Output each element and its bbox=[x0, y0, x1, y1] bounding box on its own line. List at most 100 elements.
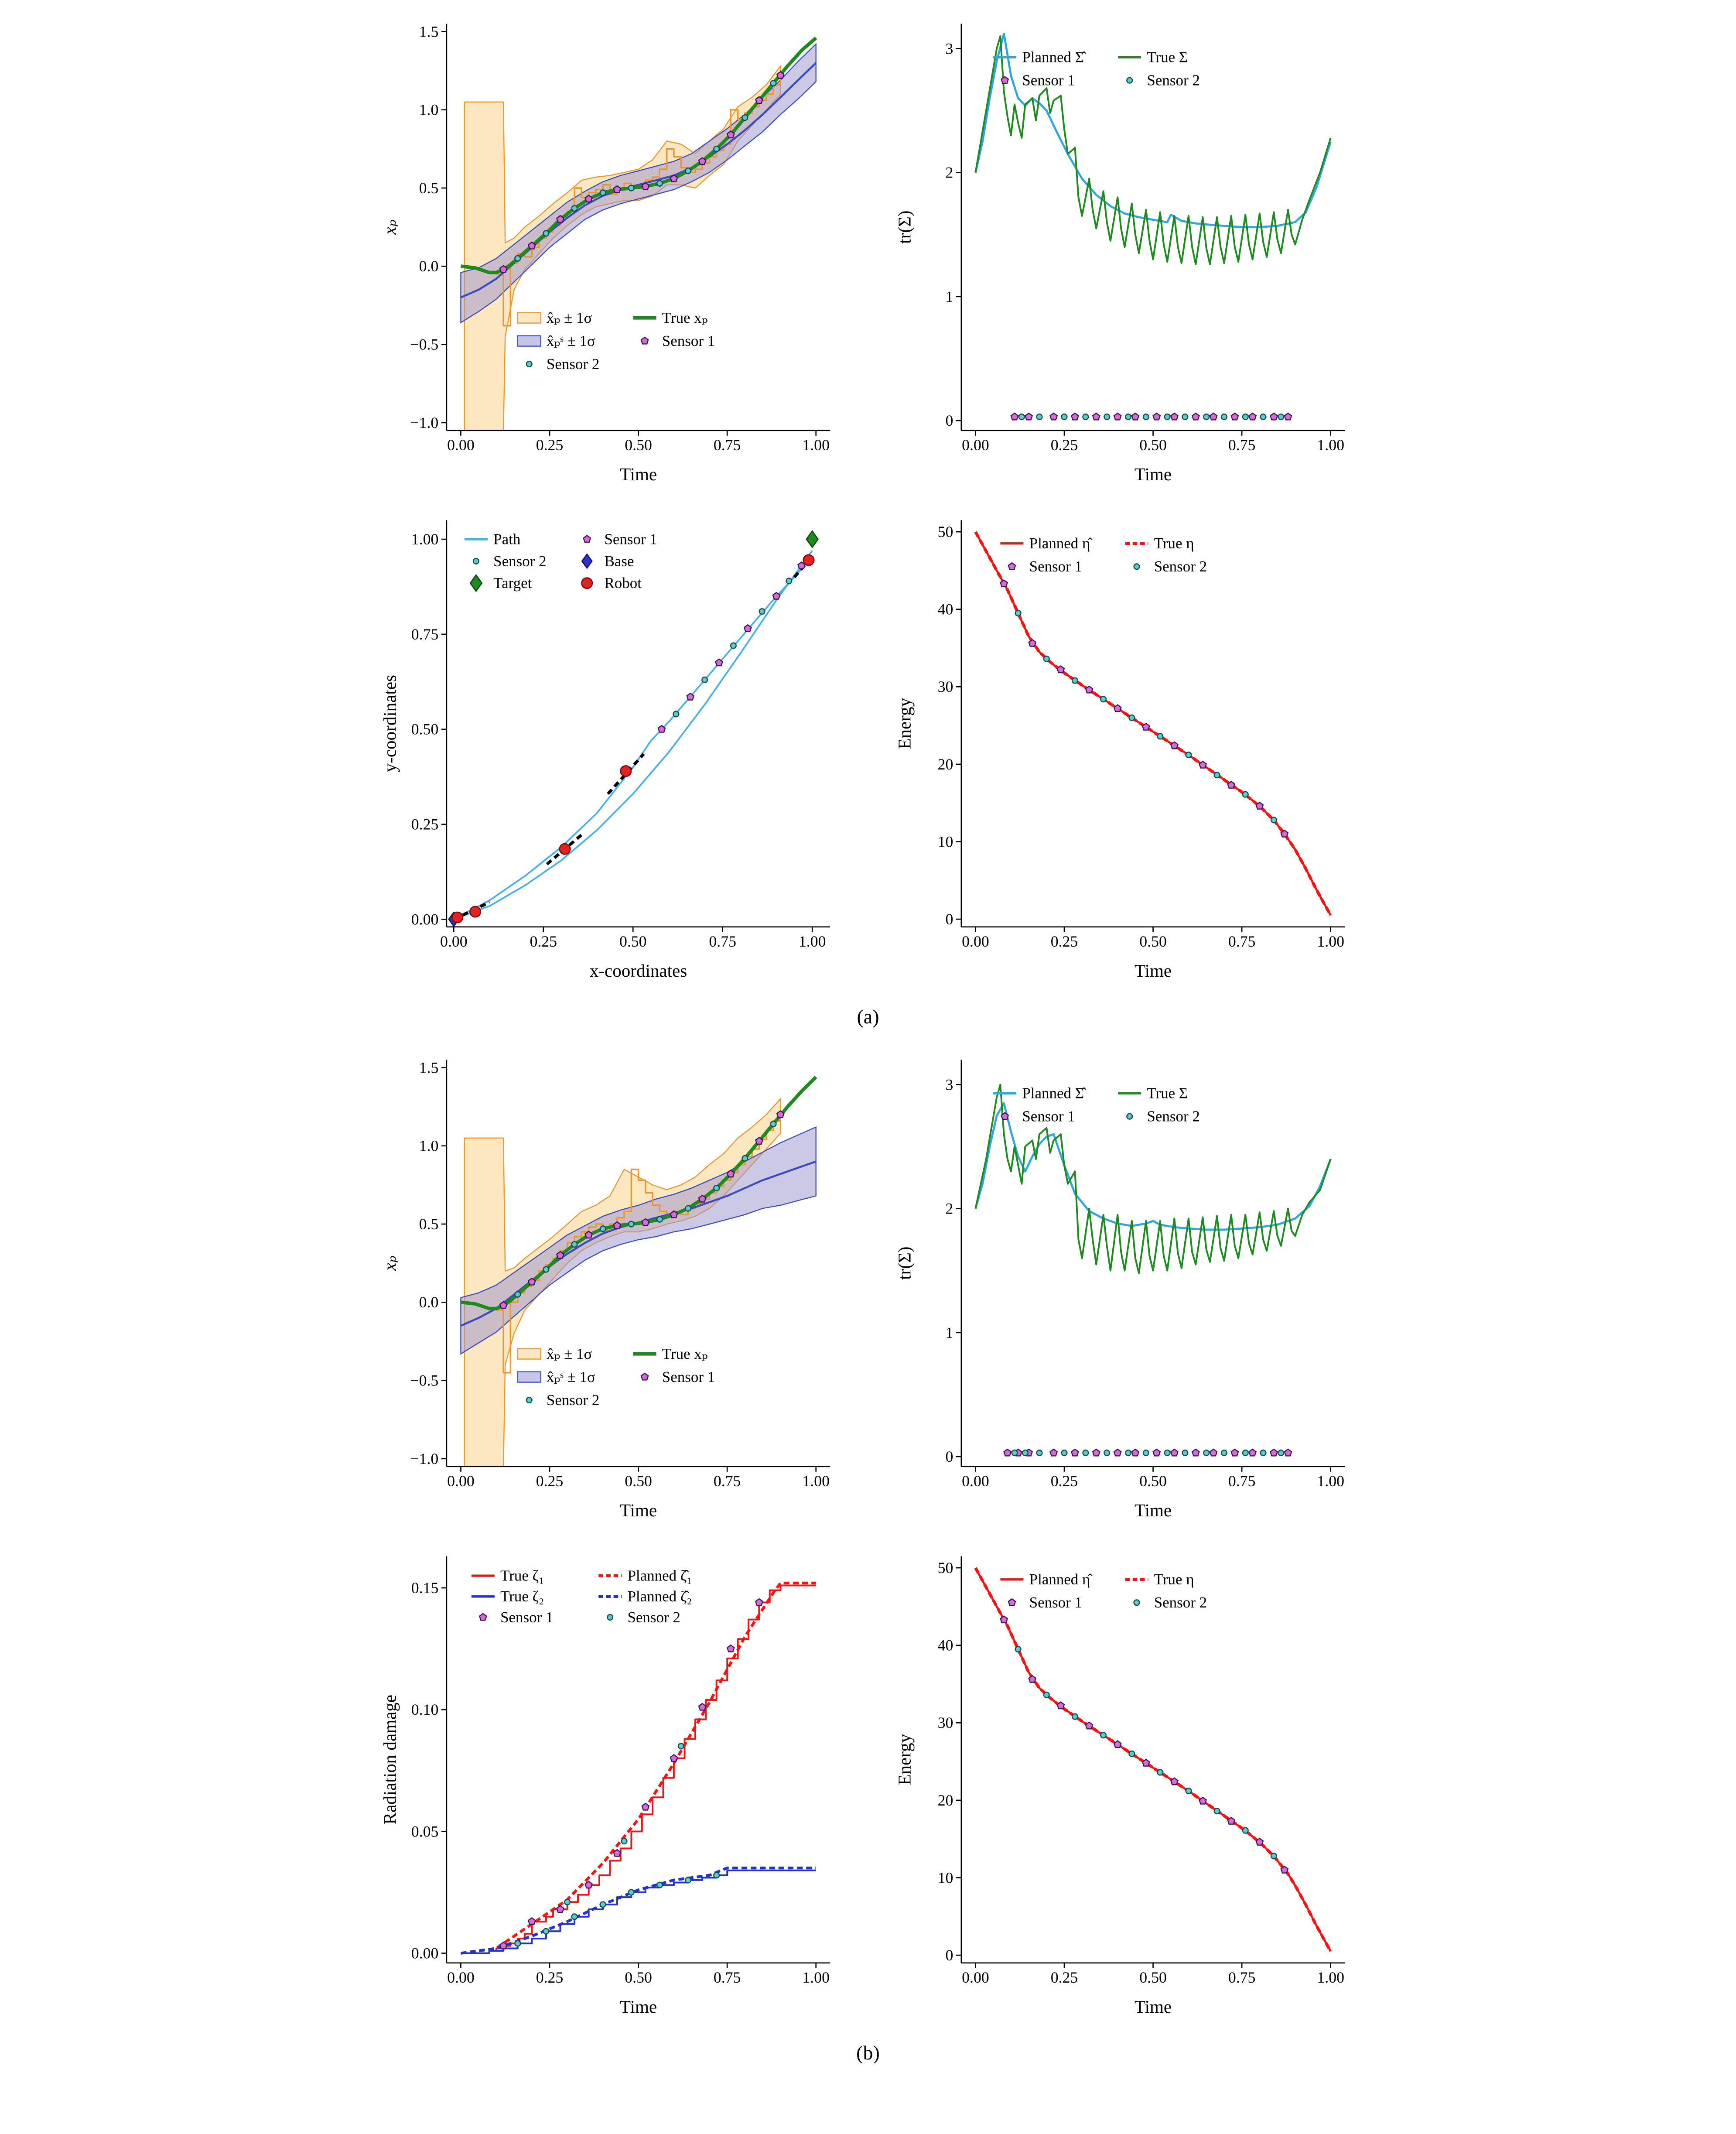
x-tick-label: 0.25 bbox=[1051, 933, 1078, 950]
legend-label: Path bbox=[493, 530, 521, 547]
x-tick-label: 0.25 bbox=[536, 436, 564, 454]
series-robot-trail bbox=[607, 753, 645, 795]
x-tick-label: 0.50 bbox=[625, 1472, 652, 1490]
x-tick-label: 0.00 bbox=[447, 1969, 475, 1986]
y-tick-label: 10 bbox=[938, 833, 953, 850]
legend-label: Sensor 2 bbox=[547, 356, 599, 373]
legend-label: True xₚ bbox=[662, 1345, 708, 1362]
series-path-2 bbox=[453, 556, 813, 920]
y-tick-label: 20 bbox=[938, 1792, 953, 1809]
chart-energy-b-svg: 0.00 0.25 0.50 0.75 1.00 0 10 20 30 40 50 Time Energ… bbox=[894, 1545, 1357, 2018]
series-true-eta bbox=[974, 1567, 1332, 1952]
y-axis-label: Energy bbox=[894, 698, 914, 749]
x-axis-label: Time bbox=[620, 1500, 657, 1520]
y-tick-label: 0.25 bbox=[411, 816, 439, 833]
x-tick-label: 0.00 bbox=[962, 1969, 989, 1986]
chart-trace-sigma-a: 0.00 0.25 0.50 0.75 1.00 0 1 2 3 Time tr(Σ) Planned… bbox=[894, 12, 1357, 486]
axes: 0.00 0.25 0.50 0.75 1.00 0 1 2 3 bbox=[945, 24, 1345, 454]
x-tick-label: 0.75 bbox=[1228, 436, 1256, 454]
x-tick-label: 1.00 bbox=[1317, 1969, 1344, 1986]
x-axis-label: Time bbox=[1135, 1500, 1172, 1520]
legend: True ζ₁ Planned ζ̂₁ True ζ₂ Planned ζ̂₂ Sens… bbox=[471, 1567, 692, 1626]
x-tick-label: 0.25 bbox=[536, 1969, 564, 1986]
legend-label: x̂ₚˢ ± 1σ bbox=[547, 1368, 595, 1385]
legend-label: Sensor 2 bbox=[547, 1392, 599, 1409]
series-layer bbox=[448, 530, 819, 927]
series-robot bbox=[451, 554, 815, 923]
axes: 0.00 0.25 0.50 0.75 1.00 0.00 0.05 0.10 0.15 bbox=[411, 1556, 830, 1986]
series-layer bbox=[974, 1567, 1332, 1952]
legend-label: Target bbox=[493, 575, 532, 592]
legend-label: Planned Σ̂ bbox=[1022, 49, 1087, 66]
series-xs-band bbox=[460, 1126, 817, 1355]
legend-label: Sensor 2 bbox=[1154, 558, 1207, 575]
series-sensor2 bbox=[514, 80, 777, 262]
y-tick-label: 0.50 bbox=[411, 721, 439, 738]
series-sensor1 bbox=[1000, 579, 1289, 838]
x-axis-label: Time bbox=[1135, 1997, 1172, 2017]
chart-a4: 0.00 0.25 0.50 0.75 1.00 0 10 20 30 40 50 Time Energ… bbox=[894, 520, 1345, 981]
x-tick-label: 1.00 bbox=[1317, 436, 1344, 454]
x-tick-label: 0.50 bbox=[625, 1969, 652, 1986]
chart-b1: 0.00 0.25 0.50 0.75 1.00 −1.0 −0.5 0.0 0.5 1.0 1.5… bbox=[379, 1059, 830, 1520]
axes: 0.00 0.25 0.50 0.75 1.00 −1.0 −0.5 0.0 0.5 1.0 1.5 bbox=[410, 1059, 830, 1490]
x-tick-label: 1.00 bbox=[1317, 1472, 1344, 1490]
series-true-zeta2 bbox=[461, 1869, 816, 1954]
x-axis-label: Time bbox=[1135, 961, 1172, 981]
legend-label: Sensor 2 bbox=[1147, 1108, 1199, 1125]
x-tick-label: 0.75 bbox=[709, 933, 736, 950]
series-true-eta bbox=[974, 531, 1332, 916]
y-tick-label: 30 bbox=[938, 1714, 953, 1731]
y-tick-label: 0.00 bbox=[411, 910, 439, 928]
y-axis-label: xₚ bbox=[379, 219, 400, 235]
legend-label: True Σ bbox=[1147, 1085, 1188, 1102]
legend-label: Robot bbox=[604, 575, 642, 592]
series-sensor1 bbox=[499, 71, 785, 273]
panel-a: 0.00 0.25 0.50 0.75 1.00 −1.0 −0.5 0.0 0.5 1.0 1.5… bbox=[379, 12, 1357, 1048]
chart-energy-a-svg: 0.00 0.25 0.50 0.75 1.00 0 10 20 30 40 50 Time Energ… bbox=[894, 509, 1357, 982]
axes: 0.00 0.25 0.50 0.75 1.00 0 1 2 3 bbox=[945, 1060, 1345, 1490]
legend-label: Planned η̂ bbox=[1029, 535, 1093, 552]
series-true-sigma bbox=[974, 1084, 1332, 1274]
legend-label: Sensor 2 bbox=[493, 553, 546, 570]
legend-label: Sensor 2 bbox=[627, 1609, 680, 1626]
legend-label: True ζ₁ bbox=[500, 1567, 544, 1584]
y-tick-label: 0.05 bbox=[411, 1823, 439, 1840]
x-tick-label: 0.50 bbox=[619, 933, 647, 950]
y-tick-label: 1.0 bbox=[419, 101, 439, 119]
series-sensor1 bbox=[499, 1110, 785, 1309]
series-sensor1 bbox=[657, 561, 806, 733]
x-tick-label: 0.00 bbox=[447, 1472, 475, 1490]
y-tick-label: 1.0 bbox=[419, 1137, 439, 1155]
series-sensor2 bbox=[514, 1743, 720, 1947]
chart-path-a: 0.00 0.25 0.50 0.75 1.00 0.00 0.25 0.50 0.75 1.00… bbox=[379, 509, 842, 982]
y-tick-label: 0 bbox=[945, 1448, 953, 1465]
legend-label: Planned η̂ bbox=[1029, 1571, 1093, 1588]
series-sensor2 bbox=[1018, 414, 1285, 421]
chart-a2: 0.00 0.25 0.50 0.75 1.00 0 1 2 3 Time tr(Σ) Planned… bbox=[894, 24, 1345, 484]
y-tick-label: 0.15 bbox=[411, 1579, 439, 1597]
chart-row-b-top: 0.00 0.25 0.50 0.75 1.00 −1.0 −0.5 0.0 0.5 1.0 1.5… bbox=[379, 1048, 1357, 1522]
y-axis-label: tr(Σ) bbox=[894, 211, 914, 244]
y-tick-label: 3 bbox=[945, 40, 953, 57]
series-sensor1 bbox=[1000, 1615, 1289, 1874]
x-tick-label: 0.00 bbox=[962, 933, 989, 950]
chart-row-a-top: 0.00 0.25 0.50 0.75 1.00 −1.0 −0.5 0.0 0.5 1.0 1.5… bbox=[379, 12, 1357, 486]
legend: Planned Σ̂ True Σ Sensor 1 Sensor 2 bbox=[993, 1085, 1200, 1125]
series-layer bbox=[974, 531, 1332, 916]
x-tick-label: 1.00 bbox=[1317, 933, 1344, 950]
x-tick-label: 0.25 bbox=[1051, 436, 1078, 454]
y-tick-label: 30 bbox=[938, 678, 953, 695]
legend-label: Sensor 1 bbox=[1029, 1594, 1082, 1611]
y-tick-label: 0 bbox=[945, 910, 953, 928]
caption-a: (a) bbox=[857, 1005, 879, 1028]
x-tick-label: 0.00 bbox=[962, 436, 989, 454]
x-tick-label: 0.75 bbox=[1228, 1969, 1256, 1986]
y-tick-label: 0 bbox=[945, 1946, 953, 1964]
x-axis-label: Time bbox=[620, 464, 657, 484]
chart-a1: 0.00 0.25 0.50 0.75 1.00 −1.0 −0.5 0.0 0.5 1.0 1.5… bbox=[379, 23, 830, 484]
y-tick-label: −1.0 bbox=[410, 1450, 438, 1467]
legend-label: Planned Σ̂ bbox=[1022, 1085, 1087, 1102]
x-tick-label: 0.00 bbox=[447, 436, 475, 454]
